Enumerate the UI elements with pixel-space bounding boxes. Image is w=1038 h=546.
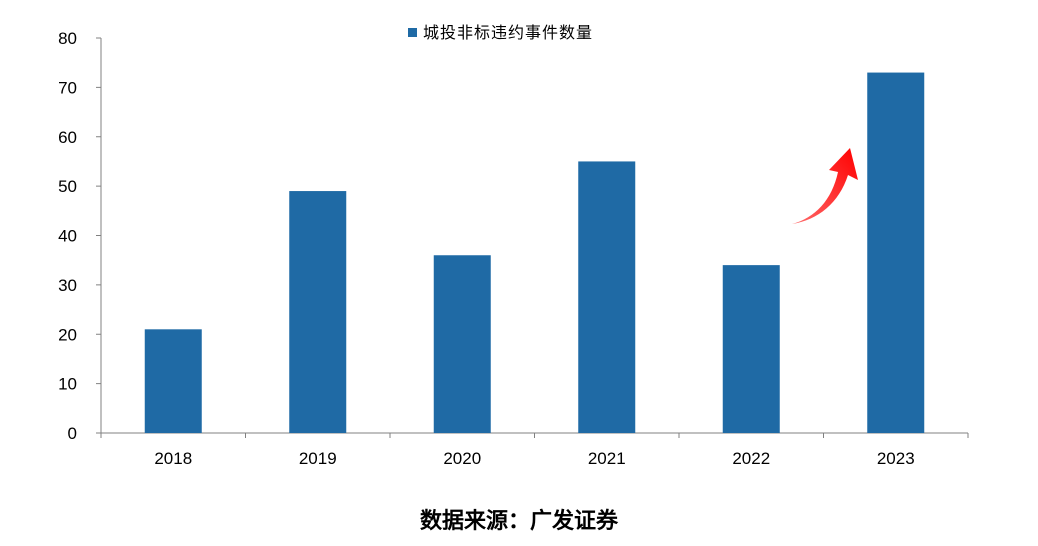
y-tick-label: 30 <box>58 276 77 295</box>
x-tick-label: 2020 <box>443 449 481 468</box>
bars <box>144 72 925 433</box>
bar-2020 <box>433 255 491 433</box>
y-tick-label: 60 <box>58 128 77 147</box>
bar-2023 <box>867 72 925 433</box>
y-tick-label: 40 <box>58 227 77 246</box>
y-tick-label: 10 <box>58 375 77 394</box>
x-tick-label: 2021 <box>588 449 626 468</box>
x-tick-label: 2019 <box>299 449 337 468</box>
y-tick-label: 0 <box>68 424 77 443</box>
y-tick-label: 80 <box>58 29 77 48</box>
y-tick-label: 20 <box>58 325 77 344</box>
legend: 城投非标违约事件数量 <box>408 23 593 42</box>
legend-swatch <box>408 28 417 37</box>
source-note: 数据来源：广发证券 <box>419 508 618 534</box>
bar-2018 <box>144 329 202 433</box>
x-ticks: 2018 2019 2020 2021 2022 2023 <box>100 433 969 468</box>
trend-arrow-icon <box>792 148 858 224</box>
y-tick-label: 70 <box>58 78 77 97</box>
y-ticks: 0 10 20 30 40 50 60 70 80 <box>58 29 101 443</box>
x-tick-label: 2023 <box>877 449 915 468</box>
x-tick-label: 2022 <box>732 449 770 468</box>
bar-2022 <box>722 265 780 433</box>
y-tick-label: 50 <box>58 177 77 196</box>
x-tick-label: 2018 <box>154 449 192 468</box>
bar-2019 <box>289 191 347 433</box>
bar-2021 <box>578 161 636 433</box>
axes <box>100 38 968 434</box>
legend-label: 城投非标违约事件数量 <box>423 23 593 42</box>
